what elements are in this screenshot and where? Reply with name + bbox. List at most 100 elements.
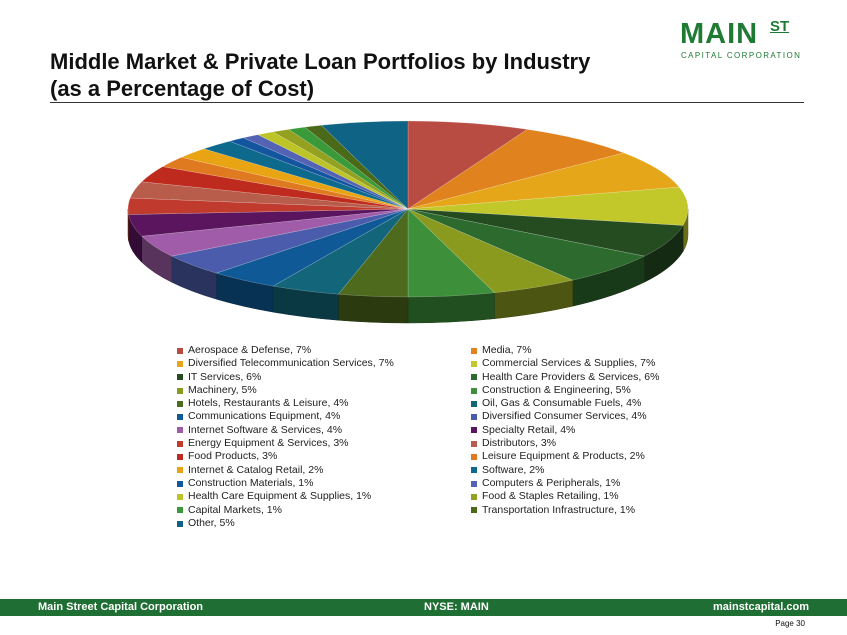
pie-slice-side xyxy=(338,293,409,324)
legend-swatch xyxy=(471,414,477,421)
page-number: Page 30 xyxy=(775,619,805,628)
legend-label: Construction Materials, 1% xyxy=(188,476,314,489)
title-line-2: (as a Percentage of Cost) xyxy=(50,76,315,101)
pie-slice xyxy=(407,208,684,257)
footer-company: Main Street Capital Corporation xyxy=(38,601,204,613)
pie-slice xyxy=(170,208,409,274)
legend-item: IT Services, 6% xyxy=(177,371,471,384)
legend-swatch xyxy=(177,440,183,447)
legend-item: Energy Equipment & Services, 3% xyxy=(177,437,471,450)
legend-item: Communications Equipment, 4% xyxy=(177,410,471,423)
legend-item: Construction Materials, 1% xyxy=(177,477,471,490)
legend-label: Other, 5% xyxy=(188,516,235,529)
pie-slice xyxy=(180,148,409,210)
pie-slice xyxy=(407,208,646,281)
legend-label: Diversified Consumer Services, 4% xyxy=(482,410,647,423)
legend-label: Aerospace & Defense, 7% xyxy=(188,344,312,356)
legend-label: Hotels, Restaurants & Leisure, 4% xyxy=(188,397,349,410)
pie-slice xyxy=(141,208,409,257)
footer-website: mainstcapital.com xyxy=(713,601,809,613)
pie-slice xyxy=(127,197,409,215)
legend-label: Software, 2% xyxy=(482,463,545,476)
page-title: Middle Market & Private Loan Portfolios … xyxy=(50,48,610,102)
legend-label: Capital Markets, 1% xyxy=(188,503,282,516)
legend-label: Machinery, 5% xyxy=(188,383,257,396)
legend-swatch xyxy=(177,360,183,367)
legend-item: Commercial Services & Supplies, 7% xyxy=(471,357,697,370)
legend-swatch xyxy=(471,440,477,447)
legend-swatch xyxy=(471,480,477,487)
logo-subtitle: CAPITAL CORPORATION xyxy=(681,51,802,60)
legend-label: Communications Equipment, 4% xyxy=(188,410,341,423)
pie-slice xyxy=(337,208,409,298)
legend-item: Health Care Providers & Services, 6% xyxy=(471,371,697,384)
legend-swatch xyxy=(471,400,477,407)
legend-label: Specialty Retail, 4% xyxy=(482,423,576,436)
legend-swatch xyxy=(177,387,183,394)
legend-item: Machinery, 5% xyxy=(177,384,471,397)
legend-swatch xyxy=(177,454,183,461)
legend-item: Internet & Catalog Retail, 2% xyxy=(177,464,471,477)
legend-item: Capital Markets, 1% xyxy=(177,504,471,517)
legend-item: Aerospace & Defense, 7% xyxy=(177,344,471,357)
legend-swatch xyxy=(177,427,183,434)
legend-swatch xyxy=(471,467,477,474)
legend-swatch xyxy=(177,467,183,474)
pie-sides xyxy=(127,208,689,324)
pie-slice xyxy=(407,208,496,298)
legend-label: IT Services, 6% xyxy=(188,370,262,383)
legend-item: Oil, Gas & Consumable Fuels, 4% xyxy=(471,397,697,410)
pie-top xyxy=(127,120,689,298)
legend-label: Computers & Peripherals, 1% xyxy=(482,476,621,489)
legend-label: Health Care Providers & Services, 6% xyxy=(482,370,660,383)
legend-label: Leisure Equipment & Products, 2% xyxy=(482,450,645,463)
pie-slice xyxy=(272,129,409,210)
pie-slice xyxy=(407,152,680,210)
legend-swatch xyxy=(471,360,477,367)
legend-swatch xyxy=(471,374,477,381)
pie-slice xyxy=(242,134,409,210)
pie-slice-side xyxy=(407,292,495,324)
pie-chart xyxy=(127,120,689,324)
legend-item: Internet Software & Services, 4% xyxy=(177,424,471,437)
legend-label: Diversified Telecommunication Services, … xyxy=(188,357,394,370)
pie-slice xyxy=(257,131,409,210)
legend-label: Commercial Services & Supplies, 7% xyxy=(482,357,656,370)
legend-label: Construction & Engineering, 5% xyxy=(482,383,631,396)
company-logo: MAIN ST CAPITAL CORPORATION xyxy=(680,18,810,63)
legend-item: Media, 7% xyxy=(471,344,697,357)
legend-item: Diversified Consumer Services, 4% xyxy=(471,410,697,423)
legend-label: Health Care Equipment & Supplies, 1% xyxy=(188,490,372,503)
legend-label: Media, 7% xyxy=(482,344,532,356)
legend-item: Software, 2% xyxy=(471,464,697,477)
legend-label: Food Products, 3% xyxy=(188,450,278,463)
pie-slice xyxy=(407,120,528,210)
legend-swatch xyxy=(471,347,477,354)
legend-swatch xyxy=(471,427,477,434)
pie-slice xyxy=(161,157,409,210)
chart-legend: Aerospace & Defense, 7% Media, 7% Diversif… xyxy=(177,344,697,530)
legend-item: Diversified Telecommunication Services, … xyxy=(177,357,471,370)
legend-item: Other, 5% xyxy=(177,517,471,530)
legend-swatch xyxy=(177,507,183,514)
legend-label: Oil, Gas & Consumable Fuels, 4% xyxy=(482,397,642,410)
legend-item: Food Products, 3% xyxy=(177,450,471,463)
pie-slice xyxy=(129,181,409,210)
pie-slice xyxy=(320,120,409,210)
pie-slice xyxy=(128,208,409,237)
legend-item: Leisure Equipment & Products, 2% xyxy=(471,450,697,463)
logo-st-text: ST xyxy=(770,18,790,35)
pie-slice xyxy=(288,126,409,210)
logo-main-text: MAIN xyxy=(680,18,759,50)
pie-slice xyxy=(203,140,409,210)
legend-label: Internet & Catalog Retail, 2% xyxy=(188,463,324,476)
pie-slice xyxy=(141,166,409,210)
pie-slice xyxy=(407,129,625,210)
legend-swatch xyxy=(177,480,183,487)
legend-swatch xyxy=(177,493,183,500)
legend-swatch xyxy=(177,414,183,421)
legend-label: Energy Equipment & Services, 3% xyxy=(188,437,349,450)
footer-bar: Main Street Capital Corporation NYSE: MA… xyxy=(0,599,847,616)
title-line-1: Middle Market & Private Loan Portfolios … xyxy=(50,49,591,74)
legend-item: Specialty Retail, 4% xyxy=(471,424,697,437)
